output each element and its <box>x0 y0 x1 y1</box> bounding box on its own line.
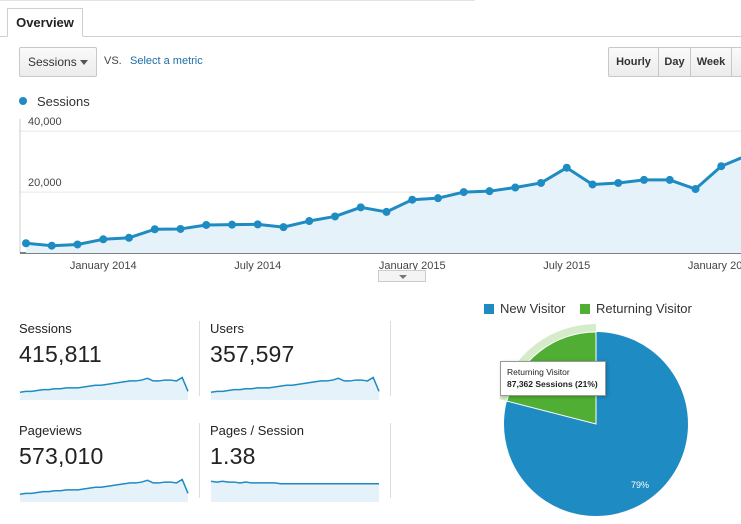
scorecard-value: 573,010 <box>19 443 104 469</box>
scorecard-pages-per-session[interactable]: Pages / Session 1.38 <box>210 423 390 504</box>
sessions-point[interactable] <box>228 220 236 229</box>
sessions-point[interactable] <box>408 195 417 204</box>
metric-select-label: Sessions <box>28 55 77 69</box>
pie-tooltip: Returning Visitor 87,362 Sessions (21%) <box>500 361 606 396</box>
x-tick-label: January 2015 <box>379 260 446 272</box>
x-tick-label: July 2015 <box>543 260 590 272</box>
tab-overview[interactable]: Overview <box>7 8 83 37</box>
sessions-point[interactable] <box>537 178 545 187</box>
sessions-point[interactable] <box>176 224 185 233</box>
scorecard-value: 357,597 <box>210 341 295 367</box>
sessions-point[interactable] <box>691 185 700 194</box>
sessions-point[interactable] <box>665 175 674 184</box>
legend-new-visitor-label: New Visitor <box>500 301 566 316</box>
sessions-point[interactable] <box>47 241 56 250</box>
sparkline-area <box>211 481 379 502</box>
x-tick-label: January 2014 <box>70 260 137 272</box>
metric-select[interactable]: Sessions <box>19 47 97 77</box>
scorecard-label: Users <box>210 321 244 336</box>
sessions-point[interactable] <box>202 220 211 229</box>
week-button[interactable]: Week <box>690 47 732 77</box>
card-divider <box>390 321 391 396</box>
sessions-point[interactable] <box>99 235 108 244</box>
tab-divider <box>0 36 741 37</box>
sessions-legend-label: Sessions <box>37 94 90 109</box>
pages-per-session-sparkline <box>210 480 379 502</box>
sessions-point[interactable] <box>22 239 30 248</box>
sessions-area <box>26 158 741 253</box>
scorecard-value: 1.38 <box>210 443 256 469</box>
pageviews-sparkline <box>19 478 189 502</box>
x-tick-label: July 2014 <box>234 260 281 272</box>
returning-visitor-swatch <box>580 303 590 314</box>
card-divider <box>199 423 200 498</box>
sparkline-line <box>19 376 189 393</box>
sessions-point[interactable] <box>717 162 726 171</box>
vs-label: VS. <box>104 55 122 67</box>
x-tick-label: January 2016 <box>688 260 741 272</box>
top-divider <box>0 0 475 1</box>
scorecard-label: Pageviews <box>19 423 82 438</box>
legend-returning-visitor[interactable]: Returning Visitor <box>580 301 692 316</box>
scorecard-label: Pages / Session <box>210 423 304 438</box>
sparkline-line <box>210 480 379 485</box>
sessions-point[interactable] <box>562 163 571 172</box>
new-visitor-swatch <box>484 303 494 314</box>
sessions-point[interactable] <box>125 233 133 242</box>
legend-new-visitor[interactable]: New Visitor <box>484 301 566 316</box>
period-toggle: Hourly Day Week <box>608 47 741 77</box>
y-tick-label: 20,000 <box>28 177 62 189</box>
sessions-point[interactable] <box>588 180 597 189</box>
scorecard-pageviews[interactable]: Pageviews 573,010 <box>19 423 199 504</box>
visitor-type-pie-chart[interactable]: 79% <box>490 320 700 524</box>
pie-label-new-visitor: 79% <box>631 480 649 490</box>
scorecard-sessions[interactable]: Sessions 415,811 <box>19 321 199 402</box>
sessions-line-chart[interactable]: 40,000 20,000 January 2014 July 2014 January… <box>0 115 741 275</box>
sessions-point[interactable] <box>382 207 391 216</box>
hourly-button[interactable]: Hourly <box>608 47 659 77</box>
scorecard-label: Sessions <box>19 321 72 336</box>
sessions-point[interactable] <box>434 194 442 203</box>
sessions-point[interactable] <box>73 240 82 249</box>
tooltip-value: 87,362 Sessions (21%) <box>507 379 598 389</box>
tooltip-title: Returning Visitor <box>507 367 570 377</box>
sparkline-area <box>20 479 188 502</box>
sessions-point[interactable] <box>279 223 288 232</box>
card-divider <box>390 423 391 498</box>
chart-resize-handle[interactable] <box>378 270 426 282</box>
sessions-point[interactable] <box>331 212 339 221</box>
sessions-point[interactable] <box>253 220 262 229</box>
sessions-point[interactable] <box>485 187 494 196</box>
sessions-point[interactable] <box>459 188 468 197</box>
sparkline-line <box>19 478 189 495</box>
sessions-point[interactable] <box>356 203 365 212</box>
scorecard-value: 415,811 <box>19 341 102 367</box>
users-sparkline <box>210 376 380 400</box>
sessions-point[interactable] <box>150 225 159 234</box>
sessions-point[interactable] <box>614 178 623 187</box>
day-button[interactable]: Day <box>658 47 691 77</box>
y-tick-label: 40,000 <box>28 116 62 128</box>
select-metric-link[interactable]: Select a metric <box>130 55 203 67</box>
legend-returning-visitor-label: Returning Visitor <box>596 301 692 316</box>
sparkline-line <box>210 376 380 393</box>
sparkline-area <box>211 377 379 400</box>
sessions-sparkline <box>19 376 189 400</box>
card-divider <box>199 321 200 396</box>
sessions-legend-dot <box>19 97 27 105</box>
sessions-point[interactable] <box>305 217 314 226</box>
sessions-point[interactable] <box>511 183 520 192</box>
scorecard-users[interactable]: Users 357,597 <box>210 321 390 402</box>
sparkline-area <box>20 377 188 400</box>
month-button[interactable] <box>731 47 741 77</box>
sessions-point[interactable] <box>640 175 648 184</box>
chevron-down-icon <box>80 60 88 65</box>
